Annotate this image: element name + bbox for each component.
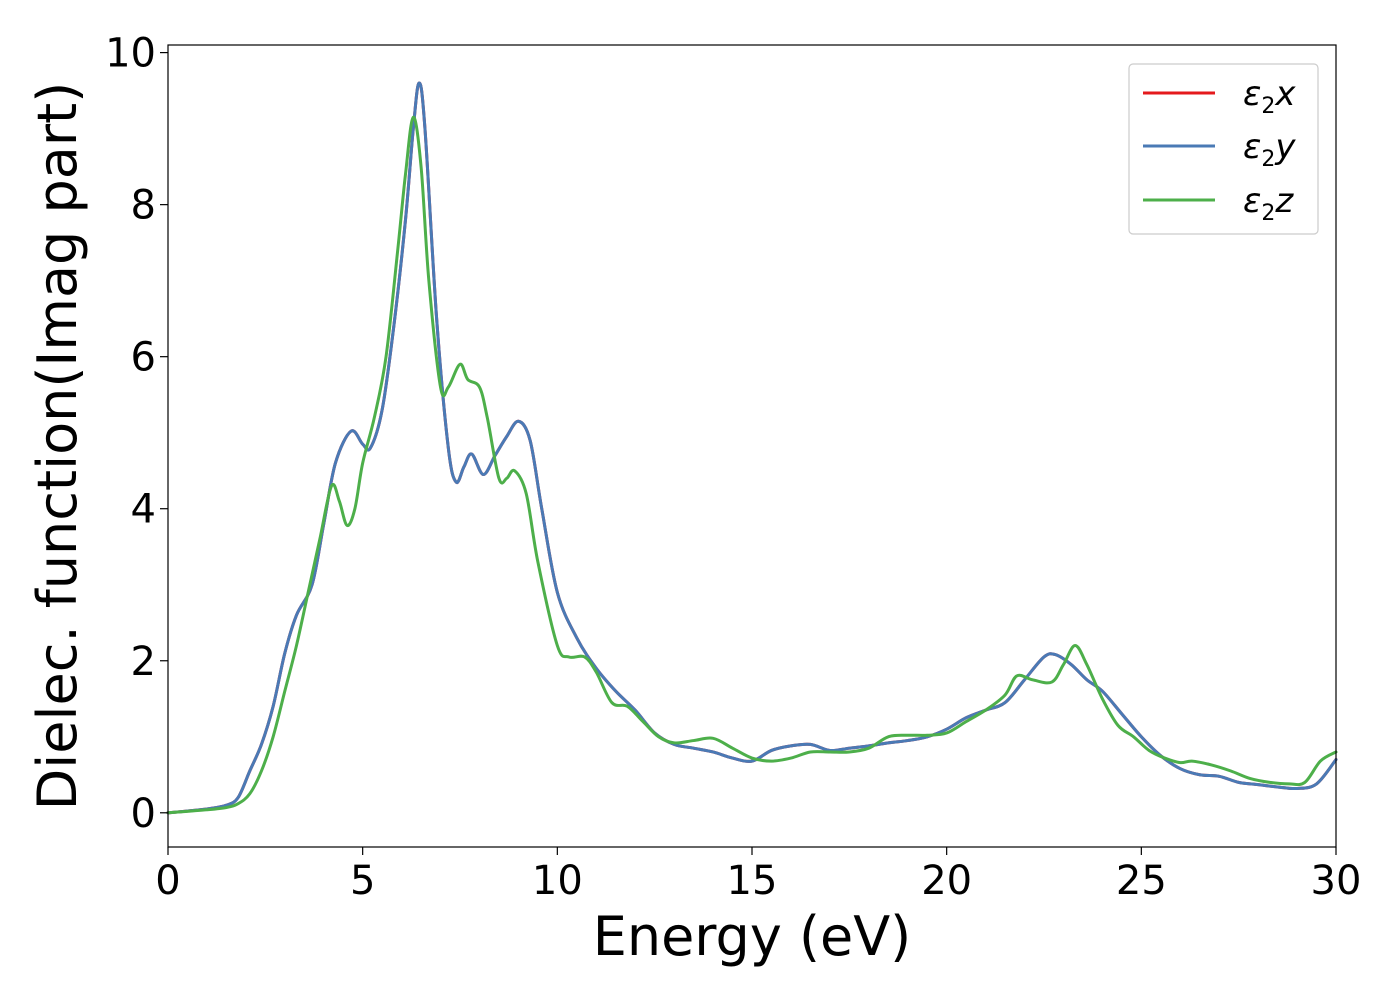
x-tick-label: 5	[350, 858, 375, 904]
y-tick-label: 10	[105, 31, 156, 77]
x-tick-label: 0	[155, 858, 180, 904]
y-tick-label: 8	[131, 183, 156, 229]
y-axis: 0 2 4 6 8 10	[105, 31, 168, 837]
legend-label-x: ε2x	[1243, 74, 1296, 119]
y-axis-label: Dielec. function(Imag part)	[26, 82, 89, 811]
y-tick-label: 2	[131, 639, 156, 685]
y-tick-label: 6	[131, 335, 156, 381]
series-line-y	[166, 81, 1338, 815]
x-tick-label: 15	[727, 858, 778, 904]
x-axis-label: Energy (eV)	[593, 905, 912, 968]
legend-box	[1128, 63, 1319, 235]
legend: ε2x ε2y ε2z	[1128, 63, 1319, 235]
series-line-z	[166, 115, 1338, 815]
x-axis: 0 5 10 15 20 25 30	[155, 847, 1361, 904]
y-tick-label: 0	[131, 791, 156, 837]
y-tick-label: 4	[131, 487, 156, 533]
x-tick-label: 30	[1311, 858, 1362, 904]
legend-label-z: ε2z	[1243, 181, 1294, 226]
legend-label-y: ε2y	[1243, 127, 1296, 172]
x-tick-label: 20	[921, 858, 972, 904]
series-layer	[166, 81, 1338, 815]
x-tick-label: 10	[532, 858, 583, 904]
x-tick-label: 25	[1116, 858, 1167, 904]
